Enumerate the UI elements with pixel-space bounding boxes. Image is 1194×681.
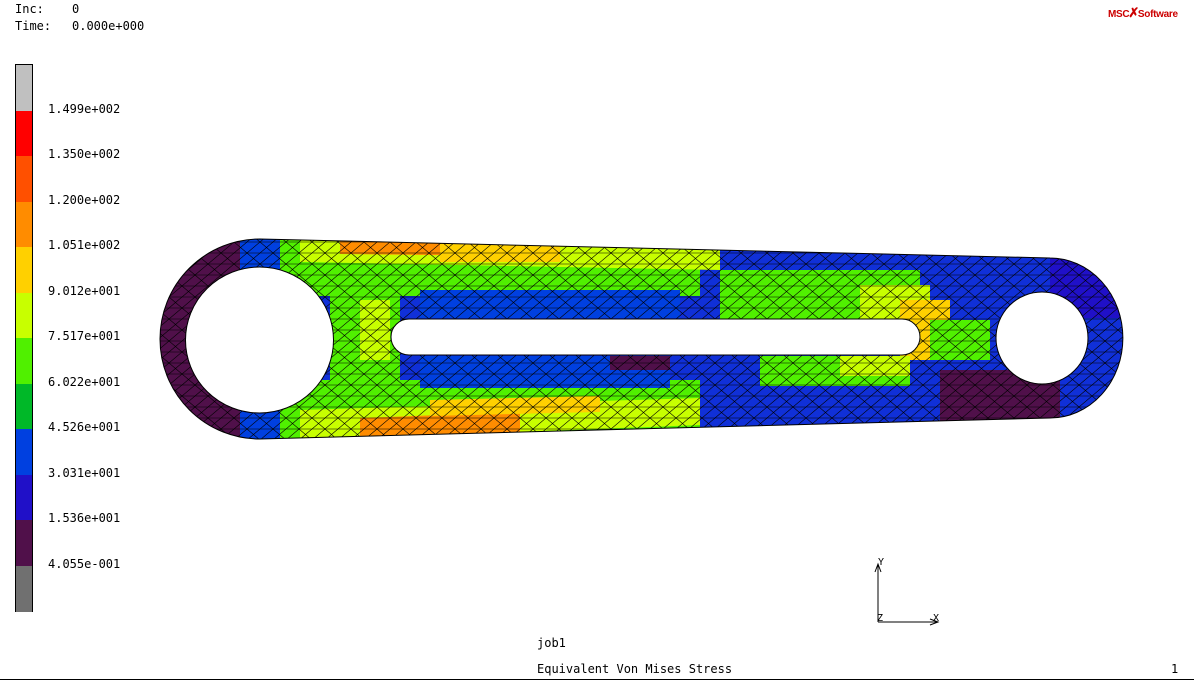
triad-z-label: Z [877,613,883,624]
legend-swatch [16,383,32,430]
legend-swatch [16,474,32,521]
legend-value-label: 1.200e+002 [48,192,121,207]
legend-value-label: 1.499e+002 [48,101,121,116]
legend-value-label: 1.350e+002 [48,147,121,161]
legend-swatch [16,338,32,384]
legend-value-label: 1.536e+001 [48,511,121,525]
color-legend-bar [15,64,33,612]
msc-software-logo: MSC✗Software [1108,5,1178,21]
legend-swatch [16,292,32,339]
bottom-border [0,679,1194,680]
time-label: Time: [15,19,52,33]
job-name: job1 [537,636,566,650]
coordinate-triad: Y X Z [874,557,940,626]
plot-title: Equivalent Von Mises Stress [537,662,733,676]
triad-x-label: X [933,613,939,624]
logo-software-text: Software [1137,9,1178,20]
increment-value: 0 [72,2,80,16]
legend-swatch [16,201,32,248]
logo-msc-text: MSC [1108,9,1130,20]
legend-value-label: 4.055e-001 [48,556,121,571]
center-slot [390,318,921,356]
legend-swatch [16,156,32,202]
legend-value-label: 3.031e+001 [48,465,121,480]
left-hole [185,266,334,414]
legend-value-label: 1.051e+002 [48,238,121,252]
legend-swatch [16,65,32,111]
legend-value-label: 4.526e+001 [48,420,121,434]
right-hole [995,291,1089,385]
legend-value-label: 7.517e+001 [48,329,121,343]
increment-label: Inc: [15,2,44,16]
stress-contour-fill [160,239,1123,439]
legend-value-label: 9.012e+001 [48,283,121,298]
legend-swatch [16,429,32,475]
legend-swatch [16,247,32,293]
legend-swatch [16,565,32,612]
triad-y-label: Y [878,557,884,568]
legend-swatch [16,110,32,157]
logo-x-icon: ✗ [1128,5,1139,20]
triad-y-arrow-icon [874,562,882,573]
triad-x-arrow-icon [929,618,940,626]
page-number: 1 [1171,662,1179,676]
legend-value-label: 6.022e+001 [48,374,121,389]
time-value: 0.000e+000 [72,19,145,33]
link-outline [159,238,1124,440]
legend-swatch [16,520,32,566]
